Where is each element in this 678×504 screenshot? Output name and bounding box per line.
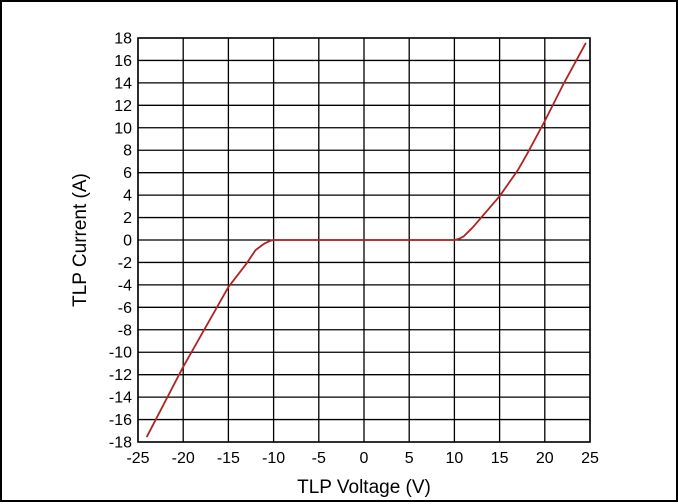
- y-tick-label: -18: [109, 435, 132, 452]
- x-tick-labels: -25 -20 -15 -10 -5 0 5 10 15 20 25: [126, 450, 599, 467]
- x-tick-label: 10: [446, 450, 464, 467]
- y-tick-label: 18: [114, 31, 132, 48]
- x-axis-title: TLP Voltage (V): [297, 477, 431, 498]
- y-tick-label: -4: [118, 277, 132, 294]
- y-tick-labels: 18 16 14 12 10 8 6 4 2 0 -2 -4 -6 -8 -10 -12 -14 -16 -18: [109, 31, 132, 452]
- y-tick-label: 12: [114, 98, 132, 115]
- y-tick-label: 14: [114, 75, 132, 92]
- y-tick-label: -6: [118, 300, 132, 317]
- y-tick-label: 4: [123, 188, 132, 205]
- y-tick-label: -14: [109, 390, 132, 407]
- y-tick-label: 6: [123, 165, 132, 182]
- x-tick-label: 15: [491, 450, 509, 467]
- plot-border: [137, 37, 591, 443]
- series-layer: [146, 42, 587, 438]
- y-tick-label: -10: [109, 345, 132, 362]
- grid: [137, 37, 591, 443]
- x-tick-label: -15: [217, 450, 240, 467]
- x-tick-label: -5: [312, 450, 326, 467]
- y-tick-label: 16: [114, 53, 132, 70]
- y-tick-label: 10: [114, 120, 132, 137]
- y-tick-label: 2: [123, 210, 132, 227]
- y-tick-label: -2: [118, 255, 132, 272]
- y-tick-label: 0: [123, 233, 132, 250]
- x-tick-label: 25: [581, 450, 599, 467]
- x-tick-label: 20: [536, 450, 554, 467]
- y-axis-title: TLP Current (A): [70, 173, 91, 307]
- y-tick-label: 8: [123, 143, 132, 160]
- y-tick-label: -16: [109, 412, 132, 429]
- x-tick-label: 5: [405, 450, 414, 467]
- x-tick-label: -10: [262, 450, 285, 467]
- y-tick-label: -12: [109, 367, 132, 384]
- x-tick-label: -20: [172, 450, 195, 467]
- series-line: [146, 42, 587, 438]
- y-tick-label: -8: [118, 322, 132, 339]
- x-tick-label: -25: [126, 450, 149, 467]
- x-tick-label: 0: [360, 450, 369, 467]
